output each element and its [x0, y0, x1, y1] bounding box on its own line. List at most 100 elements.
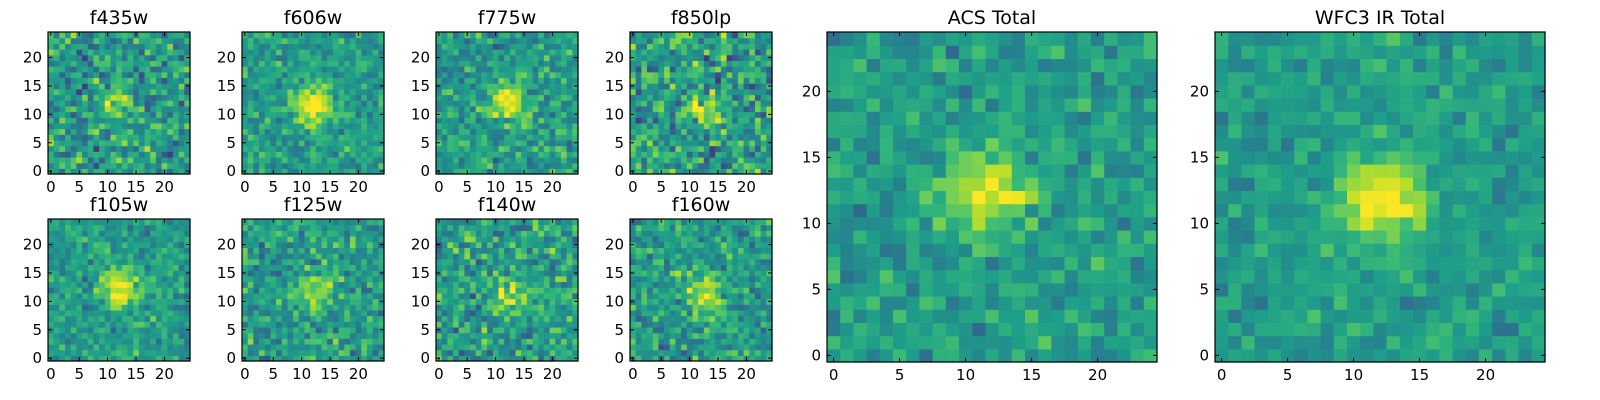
heatmap-cell [332, 151, 340, 158]
heatmap-cell [675, 122, 682, 130]
heatmap-cell [161, 156, 168, 164]
heatmap-cell [698, 292, 705, 300]
heatmap-cell [65, 275, 72, 283]
y-tick-label: 20 [411, 49, 430, 67]
heatmap-cell [453, 77, 460, 84]
heatmap-cell [99, 275, 106, 283]
heatmap-cell [715, 151, 722, 158]
heatmap-cell [749, 111, 756, 118]
heatmap-cell [53, 122, 60, 130]
heatmap-cell [178, 71, 185, 79]
heatmap-cell [264, 253, 271, 260]
heatmap-cell [726, 355, 733, 362]
heatmap-cell [681, 83, 688, 90]
heatmap-cell [669, 151, 677, 158]
heatmap-cell [253, 105, 260, 113]
heatmap-cell [481, 270, 488, 277]
heatmap-cell [76, 88, 83, 96]
heatmap-cell [492, 247, 500, 254]
heatmap-cell [327, 71, 334, 79]
heatmap-cell [436, 145, 443, 152]
heatmap-cell [652, 349, 659, 356]
heatmap-cell [658, 111, 665, 118]
heatmap-cell [760, 332, 767, 339]
heatmap-cell [709, 122, 716, 130]
heatmap-cell [161, 111, 168, 118]
heatmap-cell [76, 247, 83, 254]
heatmap-cell [127, 128, 134, 135]
heatmap-cell [732, 275, 739, 283]
heatmap-cell [327, 111, 334, 118]
heatmap-cell [526, 37, 534, 44]
heatmap-cell [509, 128, 517, 135]
heatmap-cell [127, 332, 134, 339]
heatmap-cell [754, 105, 762, 113]
heatmap-cell [532, 332, 539, 339]
heatmap-cell [555, 304, 562, 311]
heatmap-cell [378, 88, 385, 96]
heatmap-cell [555, 49, 562, 56]
heatmap-cell [242, 145, 249, 152]
heatmap-cell [515, 94, 522, 101]
heatmap-cell [372, 315, 379, 322]
heatmap-cell [127, 298, 134, 305]
heatmap-cell [743, 60, 750, 67]
heatmap-cell [338, 122, 345, 130]
heatmap-cell [361, 281, 368, 288]
heatmap-cell [737, 326, 745, 334]
heatmap-cell [133, 134, 140, 141]
heatmap-cell [355, 151, 362, 158]
heatmap-cell [464, 270, 471, 277]
heatmap-cell [641, 145, 648, 152]
heatmap-cell [664, 168, 671, 175]
heatmap-cell [754, 43, 762, 50]
heatmap-cell [555, 162, 562, 169]
heatmap-cell [641, 349, 648, 356]
heatmap-cell [366, 230, 374, 237]
heatmap-cell [178, 49, 185, 56]
heatmap-cell [253, 309, 260, 317]
y-tick-label: 10 [23, 105, 42, 123]
heatmap-cell [726, 43, 733, 50]
heatmap-cell [675, 71, 682, 79]
heatmap-cell [481, 66, 488, 73]
heatmap-cell [127, 100, 134, 107]
heatmap-cell [521, 224, 528, 231]
heatmap-cell [259, 315, 266, 322]
heatmap-cell [515, 151, 522, 158]
heatmap-cell [53, 139, 60, 147]
heatmap-cell [560, 66, 568, 73]
heatmap-cell [172, 139, 180, 147]
heatmap-cell [349, 71, 357, 79]
heatmap-cell [549, 156, 556, 164]
heatmap-cell [116, 105, 123, 113]
heatmap-cell [82, 287, 89, 294]
heatmap-cell [475, 281, 483, 288]
heatmap-cell [641, 270, 648, 277]
heatmap-cell [686, 49, 694, 56]
heatmap-cell [675, 343, 682, 351]
heatmap-cell [310, 128, 317, 135]
heatmap-cell [121, 105, 129, 113]
heatmap-cell [521, 128, 528, 135]
heatmap-cell [703, 139, 711, 147]
heatmap-cell [121, 156, 129, 164]
heatmap-cell [121, 168, 129, 175]
heatmap-cell [264, 128, 271, 135]
heatmap-cell [315, 54, 323, 61]
heatmap-cell [526, 287, 534, 294]
heatmap-cell [293, 66, 300, 73]
heatmap-cell [304, 247, 311, 254]
heatmap-cell [338, 162, 345, 169]
heatmap-cell [692, 315, 699, 322]
heatmap-cell [441, 71, 448, 79]
heatmap-cell [726, 60, 733, 67]
heatmap-cell [53, 309, 60, 317]
heatmap-cell [82, 349, 89, 356]
heatmap-cell [560, 60, 568, 67]
heatmap-cell [749, 77, 756, 84]
heatmap-cell [692, 162, 699, 169]
heatmap-cell [470, 349, 477, 356]
heatmap-cell [321, 281, 328, 288]
heatmap-cell [76, 349, 83, 356]
